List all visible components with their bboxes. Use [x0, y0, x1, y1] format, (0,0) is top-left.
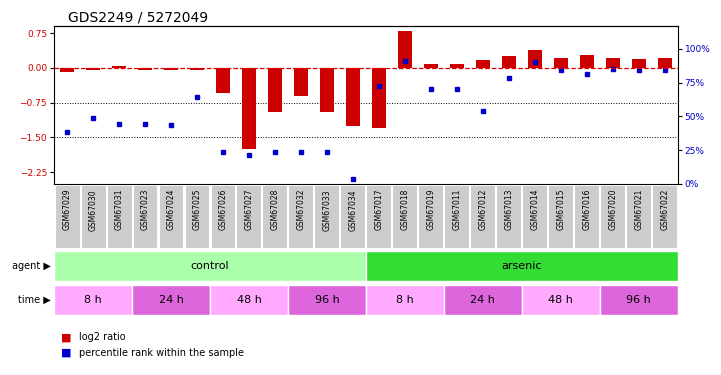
Text: GSM67026: GSM67026 — [218, 189, 228, 231]
FancyBboxPatch shape — [236, 185, 262, 248]
FancyBboxPatch shape — [211, 185, 236, 248]
Text: ■: ■ — [61, 348, 72, 357]
Bar — [606, 58, 620, 68]
FancyBboxPatch shape — [366, 285, 444, 315]
Text: GSM67030: GSM67030 — [89, 189, 97, 231]
Text: ■: ■ — [61, 333, 72, 342]
Text: 24 h: 24 h — [470, 295, 495, 305]
Bar — [528, 50, 542, 68]
FancyBboxPatch shape — [575, 185, 599, 248]
FancyBboxPatch shape — [366, 185, 392, 248]
Text: 8 h: 8 h — [84, 295, 102, 305]
FancyBboxPatch shape — [107, 185, 131, 248]
FancyBboxPatch shape — [653, 185, 677, 248]
Text: percentile rank within the sample: percentile rank within the sample — [79, 348, 244, 357]
Bar — [164, 68, 178, 70]
Text: GSM67034: GSM67034 — [348, 189, 358, 231]
FancyBboxPatch shape — [392, 185, 417, 248]
Text: GSM67033: GSM67033 — [322, 189, 332, 231]
FancyBboxPatch shape — [133, 185, 157, 248]
Bar — [320, 68, 334, 112]
Bar — [476, 60, 490, 68]
FancyBboxPatch shape — [262, 185, 288, 248]
FancyBboxPatch shape — [549, 185, 573, 248]
Text: GSM67031: GSM67031 — [115, 189, 123, 231]
Bar — [450, 64, 464, 68]
FancyBboxPatch shape — [185, 185, 210, 248]
Bar — [293, 68, 308, 96]
FancyBboxPatch shape — [627, 185, 651, 248]
Bar — [190, 68, 204, 70]
Text: arsenic: arsenic — [502, 261, 542, 271]
Bar — [242, 68, 256, 149]
FancyBboxPatch shape — [210, 285, 288, 315]
FancyBboxPatch shape — [54, 251, 366, 281]
Bar — [424, 64, 438, 68]
FancyBboxPatch shape — [470, 185, 495, 248]
Bar — [216, 68, 230, 93]
Text: 48 h: 48 h — [549, 295, 573, 305]
Bar — [580, 56, 594, 68]
Text: control: control — [190, 261, 229, 271]
Bar — [372, 68, 386, 128]
FancyBboxPatch shape — [444, 285, 522, 315]
FancyBboxPatch shape — [496, 185, 521, 248]
Text: GSM67016: GSM67016 — [583, 189, 591, 231]
Text: GSM67017: GSM67017 — [374, 189, 384, 231]
FancyBboxPatch shape — [55, 185, 79, 248]
Text: GSM67020: GSM67020 — [609, 189, 617, 231]
Text: 8 h: 8 h — [396, 295, 414, 305]
FancyBboxPatch shape — [522, 185, 547, 248]
Text: GSM67013: GSM67013 — [504, 189, 513, 231]
Text: time ▶: time ▶ — [18, 295, 50, 305]
FancyBboxPatch shape — [366, 251, 678, 281]
Text: agent ▶: agent ▶ — [12, 261, 50, 271]
Text: GSM67032: GSM67032 — [296, 189, 306, 231]
FancyBboxPatch shape — [288, 285, 366, 315]
Text: GSM67021: GSM67021 — [634, 189, 643, 230]
FancyBboxPatch shape — [54, 285, 132, 315]
FancyBboxPatch shape — [314, 185, 340, 248]
FancyBboxPatch shape — [132, 285, 210, 315]
Text: GDS2249 / 5272049: GDS2249 / 5272049 — [68, 10, 208, 24]
Text: GSM67029: GSM67029 — [63, 189, 71, 231]
Text: GSM67011: GSM67011 — [452, 189, 461, 230]
Text: GSM67015: GSM67015 — [557, 189, 565, 231]
Text: GSM67027: GSM67027 — [244, 189, 254, 231]
Bar — [632, 58, 646, 68]
Text: GSM67012: GSM67012 — [478, 189, 487, 230]
Bar — [502, 56, 516, 68]
FancyBboxPatch shape — [522, 285, 600, 315]
Text: 24 h: 24 h — [159, 295, 183, 305]
Text: 96 h: 96 h — [627, 295, 651, 305]
Bar — [138, 68, 152, 70]
Bar — [398, 31, 412, 68]
FancyBboxPatch shape — [81, 185, 105, 248]
Text: GSM67019: GSM67019 — [426, 189, 435, 231]
FancyBboxPatch shape — [418, 185, 443, 248]
Text: GSM67018: GSM67018 — [400, 189, 410, 230]
Text: GSM67028: GSM67028 — [270, 189, 280, 230]
Bar — [267, 68, 282, 112]
Bar — [60, 68, 74, 72]
FancyBboxPatch shape — [288, 185, 314, 248]
Text: 48 h: 48 h — [236, 295, 262, 305]
Text: GSM67025: GSM67025 — [193, 189, 201, 231]
Bar — [86, 68, 100, 70]
Bar — [658, 58, 672, 68]
FancyBboxPatch shape — [159, 185, 183, 248]
Text: 96 h: 96 h — [314, 295, 340, 305]
FancyBboxPatch shape — [600, 285, 678, 315]
Bar — [346, 68, 360, 126]
FancyBboxPatch shape — [601, 185, 625, 248]
Text: GSM67014: GSM67014 — [531, 189, 539, 231]
FancyBboxPatch shape — [340, 185, 366, 248]
Text: GSM67024: GSM67024 — [167, 189, 175, 231]
Bar — [554, 58, 568, 68]
Text: GSM67023: GSM67023 — [141, 189, 149, 231]
Text: log2 ratio: log2 ratio — [79, 333, 126, 342]
FancyBboxPatch shape — [444, 185, 469, 248]
Bar — [112, 66, 126, 68]
Text: GSM67022: GSM67022 — [660, 189, 669, 230]
